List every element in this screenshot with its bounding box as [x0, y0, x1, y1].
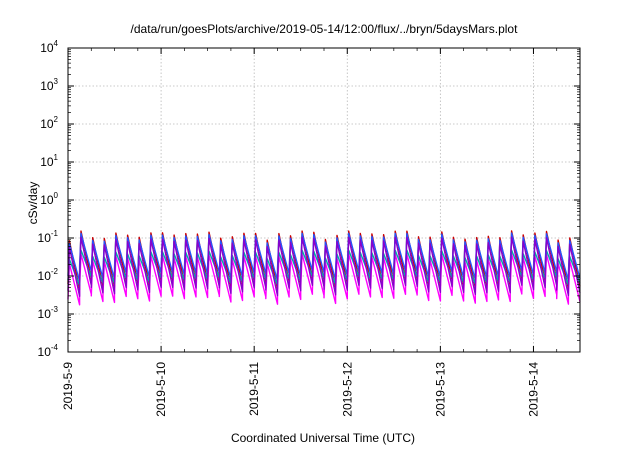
- x-tick-labels: 2019-5-9 2019-5-10 2019-5-11 2019-5-12 2019-…: [61, 362, 540, 417]
- x-tick-label: 2019-5-13: [433, 362, 447, 417]
- x-tick-label: 2019-5-11: [247, 362, 261, 416]
- series-line: [67, 236, 581, 297]
- series-group: [67, 230, 581, 306]
- y-tick-label: 10-2: [38, 267, 59, 283]
- x-tick-label: 2019-5-9: [61, 362, 75, 410]
- y-tick-label: 104: [40, 39, 58, 55]
- tick-marks: [67, 47, 580, 353]
- chart-title: /data/run/goesPlots/archive/2019-05-14/1…: [131, 22, 519, 36]
- x-tick-label: 2019-5-14: [526, 362, 540, 417]
- y-tick-label: 101: [40, 153, 58, 169]
- y-tick-label: 103: [40, 77, 58, 93]
- x-tick-label: 2019-5-10: [154, 362, 168, 417]
- x-axis-label: Coordinated Universal Time (UTC): [231, 431, 415, 445]
- y-tick-label: 10-1: [38, 229, 59, 245]
- y-tick-label: 100: [40, 191, 58, 207]
- grid-lines: [68, 48, 580, 352]
- x-tick-label: 2019-5-12: [340, 362, 354, 417]
- y-tick-label: 10-3: [38, 305, 59, 321]
- y-tick-label: 10-4: [38, 343, 59, 359]
- y-tick-label: 102: [40, 115, 58, 131]
- y-tick-labels: 10-4 10-3 10-2 10-1 100 101 102 103 104: [38, 39, 59, 359]
- y-axis-label: cSv/day: [26, 182, 40, 225]
